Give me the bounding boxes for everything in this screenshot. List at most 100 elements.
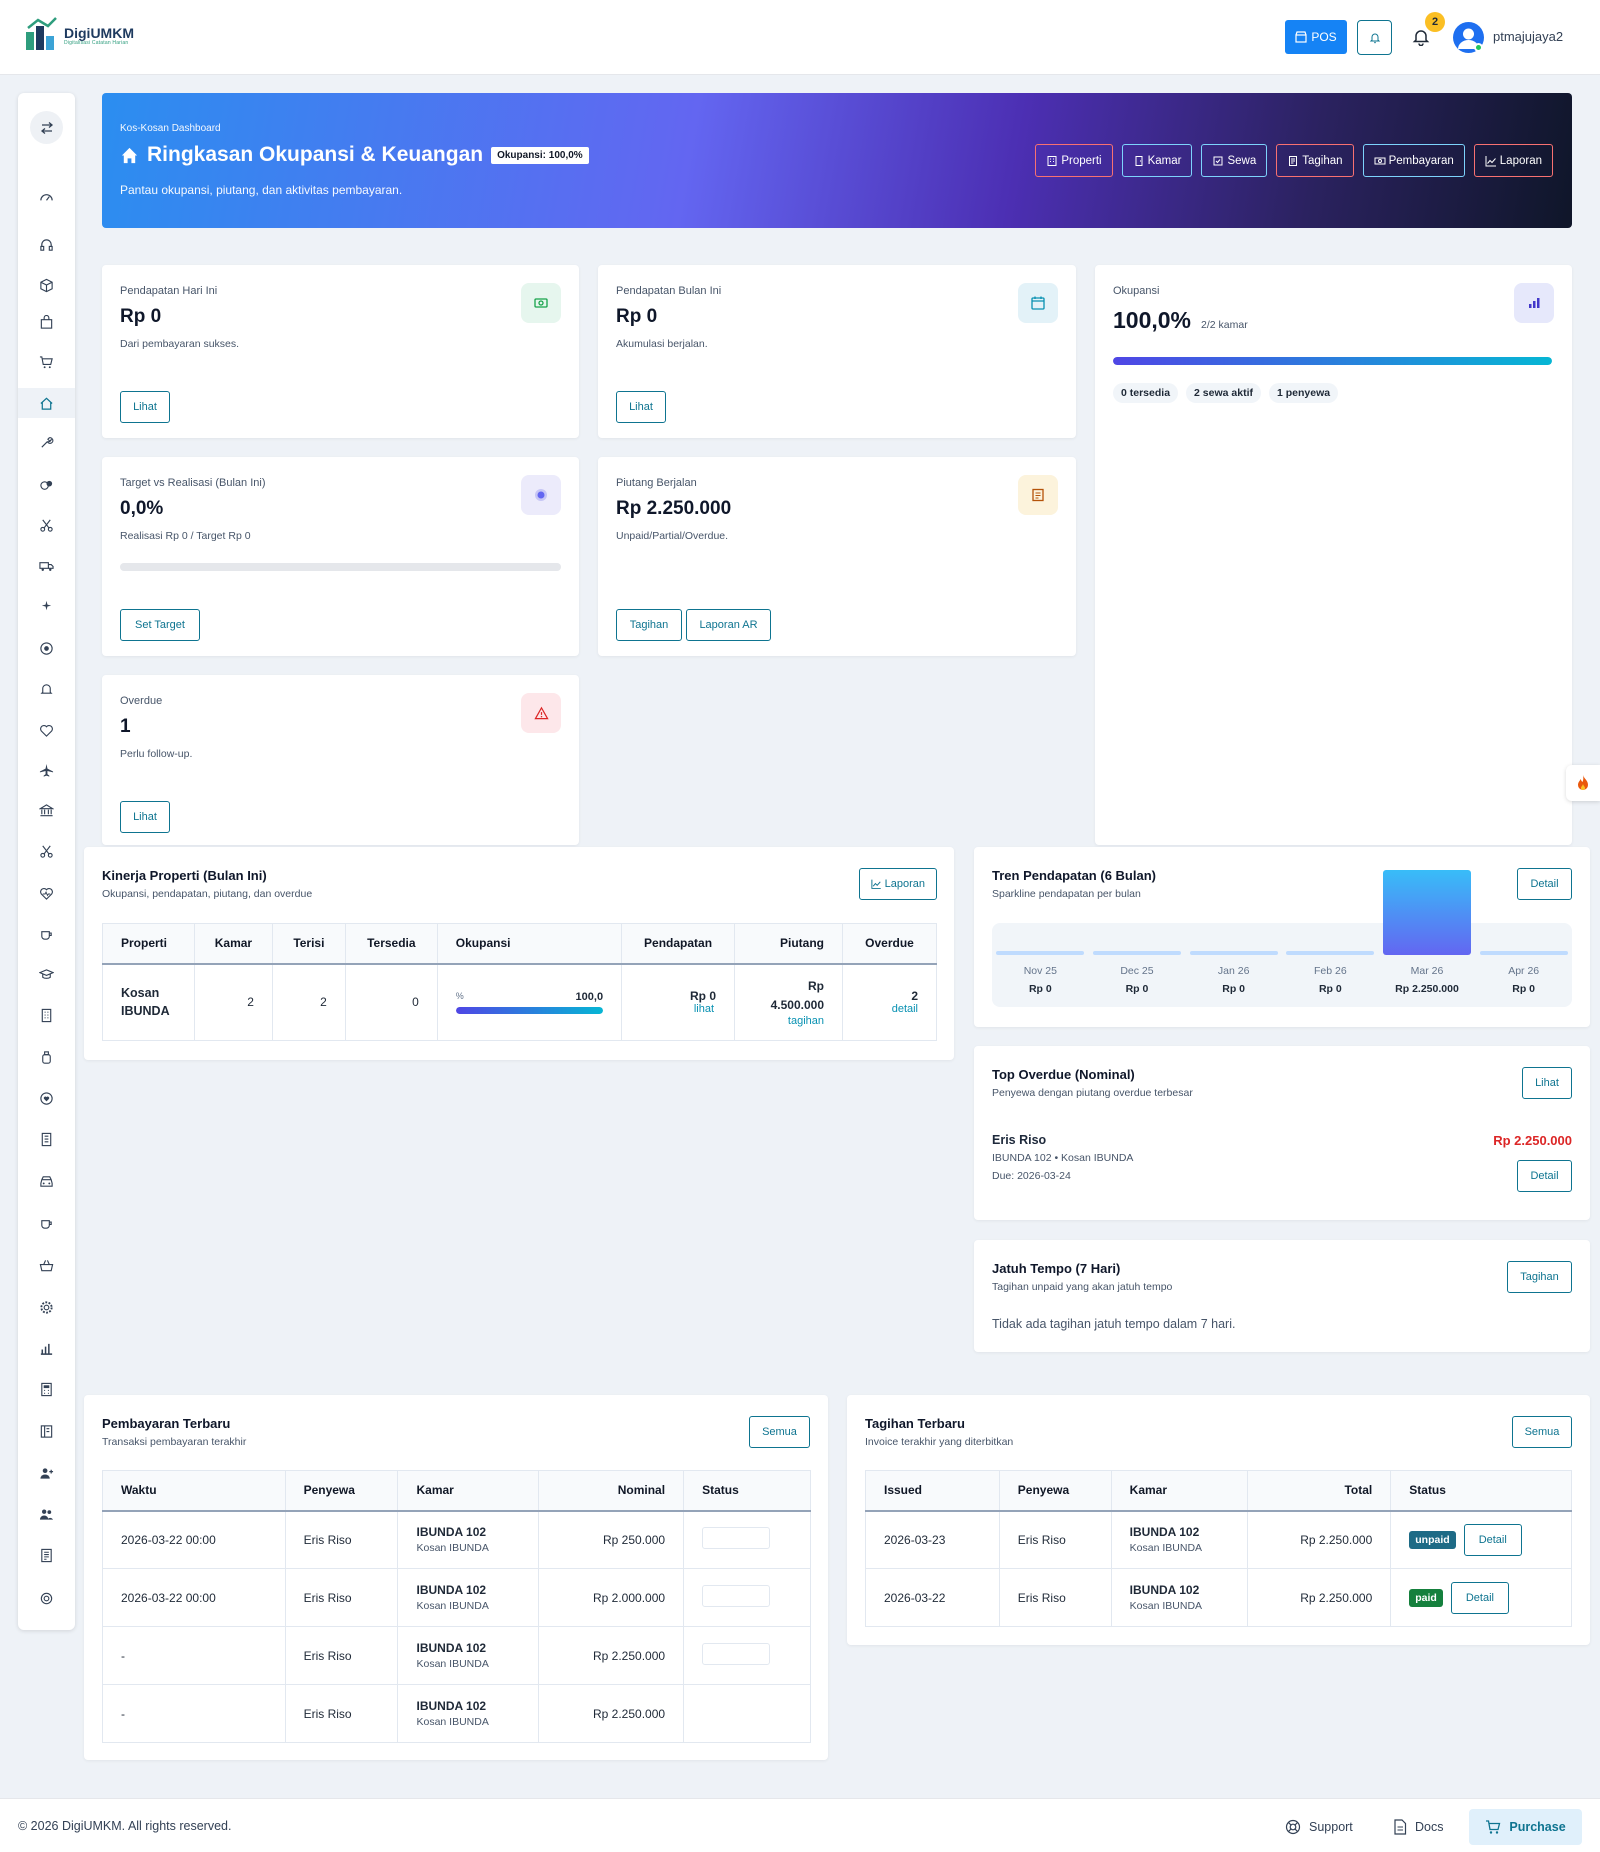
report-label: Laporan xyxy=(884,878,925,890)
payment-tenant: Eris Riso xyxy=(284,1626,399,1685)
column-header: Penyewa xyxy=(284,1470,399,1512)
sparkline-bar[interactable] xyxy=(996,951,1085,955)
sidebar-item-palette[interactable] xyxy=(18,470,75,500)
sparkline-bar[interactable] xyxy=(1479,951,1568,955)
sidebar-item-mug[interactable] xyxy=(18,1207,75,1237)
view-month-button[interactable]: Lihat xyxy=(616,391,666,423)
sidebar-item-basket[interactable] xyxy=(18,1250,75,1280)
sidebar-item-home[interactable] xyxy=(18,388,75,418)
sidebar-item-users[interactable] xyxy=(18,1499,75,1529)
invoice-detail-button[interactable]: Detail xyxy=(1450,1581,1509,1614)
sparkline-bar[interactable] xyxy=(1286,951,1375,955)
sidebar-item-truck[interactable] xyxy=(18,550,75,580)
sparkline-bar[interactable] xyxy=(1189,951,1278,955)
room-name: IBUNDA 102 xyxy=(416,1525,487,1540)
receivable-link[interactable]: tagihan xyxy=(787,1015,824,1028)
hero-link-pembayaran[interactable]: Pembayaran xyxy=(1362,144,1465,177)
status-badge: paid xyxy=(1409,1588,1443,1607)
cart-icon xyxy=(39,355,53,368)
all-payments-button[interactable]: Semua xyxy=(749,1416,810,1448)
docs-link[interactable]: Docs xyxy=(1393,1813,1443,1841)
support-link[interactable]: Support xyxy=(1285,1813,1353,1841)
view-today-button[interactable]: Lihat xyxy=(120,391,170,423)
set-target-button[interactable]: Set Target xyxy=(120,609,200,641)
sidebar-item-box[interactable] xyxy=(18,270,75,300)
payment-amount: Rp 250.000 xyxy=(538,1510,685,1569)
sidebar-item-scissors[interactable] xyxy=(18,510,75,540)
sidebar-item-chart[interactable] xyxy=(18,1333,75,1363)
sidebar-item-settings[interactable] xyxy=(18,1583,75,1613)
username[interactable]: ptmajujaya2 xyxy=(1493,29,1564,44)
purchase-button[interactable]: Purchase xyxy=(1469,1809,1582,1845)
sidebar-item-cut[interactable] xyxy=(18,836,75,866)
ar-report-button[interactable]: Laporan AR xyxy=(686,609,771,641)
sparkline-bar[interactable] xyxy=(1093,951,1181,955)
sidebar-item-user-plus[interactable] xyxy=(18,1458,75,1488)
app-logo[interactable]: DigiUMKM Digitalisasi Catatan Harian xyxy=(22,16,134,56)
sidebar-item-building[interactable] xyxy=(18,1000,75,1030)
hero-link-properti[interactable]: Properti xyxy=(1035,144,1113,177)
invoices-button[interactable]: Tagihan xyxy=(616,609,682,641)
pos-button[interactable]: POS xyxy=(1285,20,1347,54)
due-invoices-button[interactable]: Tagihan xyxy=(1507,1261,1572,1293)
top-overdue-view-button[interactable]: Lihat xyxy=(1522,1067,1572,1099)
sidebar-item-sparkle[interactable] xyxy=(18,591,75,621)
hero-link-sewa[interactable]: Sewa xyxy=(1201,144,1268,177)
sidebar-item-wrench[interactable] xyxy=(18,427,75,457)
invoice-status-cell: paid Detail xyxy=(1390,1568,1572,1627)
sidebar-item-headset[interactable] xyxy=(18,230,75,260)
floating-hot-button[interactable] xyxy=(1566,765,1600,801)
sparkline-value-label: Rp 0 xyxy=(1512,983,1536,995)
trend-detail-button[interactable]: Detail xyxy=(1517,868,1572,900)
view-overdue-button[interactable]: Lihat xyxy=(120,801,170,833)
sparkline-bar[interactable] xyxy=(1383,870,1471,955)
sidebar-item-plane[interactable] xyxy=(18,755,75,785)
user-icon xyxy=(1458,28,1479,49)
sidebar-item-office[interactable] xyxy=(18,1124,75,1154)
hero-link-kamar[interactable]: Kamar xyxy=(1121,144,1193,177)
sidebar-item-heartbeat[interactable] xyxy=(18,878,75,908)
sidebar-item-bottle[interactable] xyxy=(18,1042,75,1072)
recent-payments-card: Pembayaran Terbaru Transaksi pembayaran … xyxy=(84,1395,828,1760)
sidebar-toggle-button[interactable] xyxy=(30,111,63,144)
sidebar-item-cart[interactable] xyxy=(18,347,75,377)
bell-outline-icon xyxy=(1369,33,1380,43)
sidebar-item-graduation[interactable] xyxy=(18,959,75,989)
available-count: 0 xyxy=(344,963,438,1041)
property-name: Kosan IBUNDA xyxy=(416,1542,489,1555)
target-icon xyxy=(40,641,53,655)
sidebar-item-target[interactable] xyxy=(18,633,75,663)
sidebar-item-gauge[interactable] xyxy=(18,182,75,212)
receivable-value: Rp 4.500.000 xyxy=(770,979,824,1013)
notifications-button[interactable] xyxy=(1408,24,1434,50)
sidebar-item-car[interactable] xyxy=(18,1166,75,1196)
sidebar-item-gear[interactable] xyxy=(18,1292,75,1322)
sidebar-item-bell[interactable] xyxy=(18,673,75,703)
sidebar-item-calculator[interactable] xyxy=(18,1374,75,1404)
sidebar-item-bank[interactable] xyxy=(18,795,75,825)
hero-title-text: Ringkasan Okupansi & Keuangan xyxy=(147,143,484,166)
hero-link-laporan[interactable]: Laporan xyxy=(1473,144,1553,177)
sidebar-item-heart[interactable] xyxy=(18,715,75,745)
hero-link-tagihan[interactable]: Tagihan xyxy=(1276,144,1354,177)
swap-arrows-icon xyxy=(40,121,53,134)
sidebar-item-book[interactable] xyxy=(18,1416,75,1446)
sidebar-item-bag[interactable] xyxy=(18,307,75,337)
performance-report-button[interactable]: Laporan xyxy=(859,868,937,900)
flame-icon xyxy=(1578,775,1588,790)
overdue-detail-button[interactable]: Detail xyxy=(1517,1160,1572,1192)
theme-toggle-button[interactable] xyxy=(1357,20,1392,55)
revenue-link[interactable]: lihat xyxy=(693,1003,715,1016)
sidebar-item-heart-ring[interactable] xyxy=(18,1083,75,1113)
overdue-link[interactable]: detail xyxy=(891,1003,918,1016)
occupancy-unit: % xyxy=(455,990,464,1001)
column-header: Nominal xyxy=(538,1470,685,1512)
sidebar-item-receipt[interactable] xyxy=(18,1540,75,1570)
status-badge xyxy=(702,1585,771,1607)
all-invoices-button[interactable]: Semua xyxy=(1512,1416,1572,1448)
avatar[interactable] xyxy=(1453,22,1484,53)
invoice-total: Rp 2.250.000 xyxy=(1247,1568,1392,1627)
sidebar-item-coffee[interactable] xyxy=(18,918,75,948)
payment-time: 2026-03-22 00:00 xyxy=(102,1510,286,1569)
invoice-detail-button[interactable]: Detail xyxy=(1463,1523,1522,1556)
